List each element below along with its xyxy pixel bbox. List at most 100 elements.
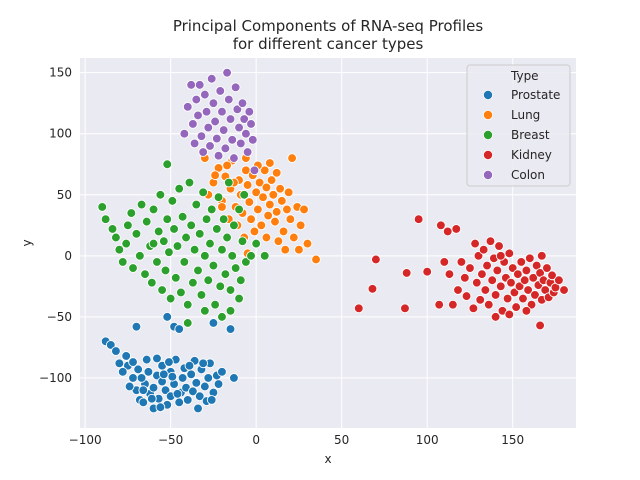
legend-marker-kidney (482, 149, 493, 160)
data-point (193, 403, 203, 414)
data-point (273, 236, 284, 247)
data-point (504, 248, 515, 259)
data-point (470, 238, 480, 249)
data-point (162, 214, 173, 225)
data-point (222, 67, 232, 78)
data-point (528, 272, 539, 283)
data-point (367, 283, 378, 294)
data-point (494, 241, 504, 251)
data-point (526, 299, 537, 310)
data-point (239, 189, 250, 200)
data-point (244, 197, 255, 207)
legend-title: Type (510, 69, 539, 83)
data-point (188, 119, 198, 129)
data-point (200, 381, 210, 392)
data-point (100, 214, 111, 225)
data-point (264, 158, 275, 168)
data-point (177, 373, 188, 383)
data-point (182, 318, 193, 328)
data-point (174, 397, 185, 408)
data-point (200, 250, 210, 261)
data-point (482, 260, 492, 271)
data-point (217, 244, 227, 255)
data-point (453, 285, 463, 295)
data-point (448, 299, 458, 310)
data-point (249, 226, 260, 237)
data-point (487, 275, 498, 286)
y-tick-label: −100 (39, 371, 72, 385)
data-point (201, 214, 212, 225)
data-point (234, 122, 244, 133)
data-point (483, 299, 494, 310)
data-point (271, 207, 282, 217)
data-point (186, 220, 197, 231)
data-point (237, 236, 248, 247)
data-point (235, 275, 246, 286)
data-point (225, 114, 236, 124)
data-point (191, 94, 202, 105)
y-tick-labels: −100 −50 0 50 100 150 (39, 66, 72, 385)
data-point (261, 182, 272, 193)
data-point (189, 138, 200, 149)
data-point (117, 366, 128, 377)
x-tick-label: 0 (252, 433, 260, 447)
data-point (114, 244, 125, 255)
data-point (153, 226, 164, 237)
data-point (229, 220, 239, 231)
data-point (141, 354, 152, 365)
data-point (189, 244, 200, 255)
data-point (217, 202, 227, 212)
data-point (205, 238, 215, 249)
data-point (246, 250, 256, 261)
data-point (128, 373, 138, 383)
data-point (172, 388, 183, 399)
data-point (198, 187, 208, 198)
data-point (436, 220, 446, 231)
x-tick-labels: −100 −50 0 50 100 150 (69, 433, 525, 447)
data-point (196, 290, 207, 300)
data-point (211, 133, 222, 144)
data-point (302, 238, 313, 249)
data-point (246, 119, 256, 129)
data-point (506, 277, 516, 288)
series-prostate (100, 312, 239, 414)
legend-marker-prostate (482, 90, 493, 101)
data-point (471, 277, 482, 288)
data-point (490, 312, 501, 322)
data-point (258, 192, 268, 203)
data-point (133, 364, 144, 375)
data-point (230, 263, 241, 273)
data-point (295, 220, 306, 231)
data-point (223, 177, 234, 188)
data-point (266, 175, 277, 185)
data-point (521, 265, 532, 276)
data-point (160, 265, 171, 276)
data-point (283, 187, 294, 198)
data-point (213, 192, 224, 203)
data-point (167, 371, 178, 382)
data-point (353, 303, 364, 314)
data-point (254, 177, 265, 188)
data-point (518, 293, 528, 304)
data-point (246, 214, 256, 225)
data-point (495, 250, 506, 261)
data-point (235, 138, 246, 149)
data-point (242, 147, 253, 157)
data-point (434, 299, 445, 310)
data-point (174, 324, 185, 334)
data-point (225, 285, 236, 295)
data-point (179, 128, 190, 139)
data-point (215, 86, 226, 96)
data-point (259, 165, 270, 176)
data-point (259, 250, 270, 261)
data-point (217, 312, 227, 322)
x-tick-label: −50 (158, 433, 183, 447)
data-point (225, 324, 236, 334)
data-point (136, 199, 147, 210)
data-point (205, 141, 215, 151)
data-point (311, 254, 321, 265)
data-point (217, 366, 227, 377)
data-point (401, 268, 412, 278)
data-point (247, 134, 258, 145)
data-point (509, 287, 520, 298)
